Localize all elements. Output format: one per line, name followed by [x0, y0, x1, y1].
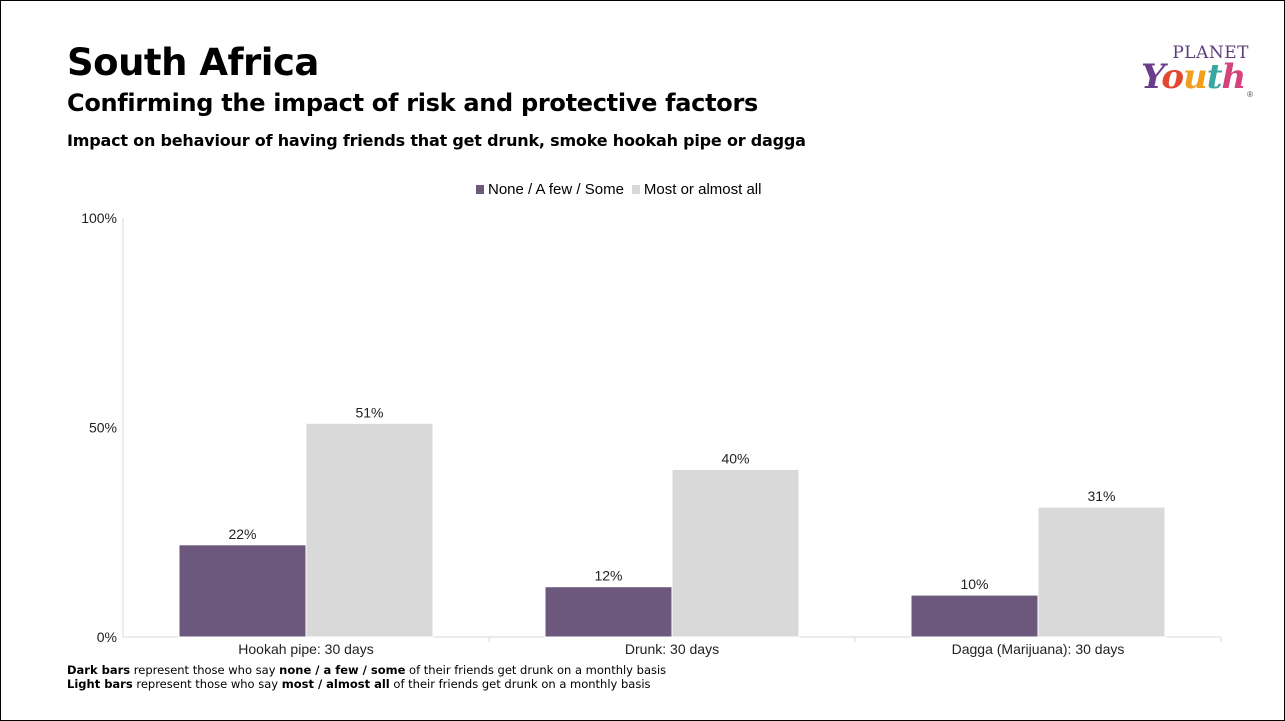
x-category-label: Hookah pipe: 30 days: [238, 641, 373, 657]
chart-plot-area: 0% 50% 100% 22% 51% Hookah pipe: 30 days 12% 40…: [81, 210, 1222, 657]
chart-legend: None / A few / Some Most or almost all: [476, 181, 769, 198]
chart-description: Impact on behaviour of having friends th…: [67, 131, 806, 150]
data-label: 10%: [960, 576, 988, 592]
y-tick-label: 100%: [81, 210, 117, 226]
page-title: South Africa: [67, 41, 319, 84]
bar-1-2: [1037, 506, 1166, 638]
footnote-dark-bold2: none / a few / some: [279, 663, 406, 677]
data-label: 31%: [1087, 488, 1115, 504]
logo-registered-mark: ®: [1247, 90, 1253, 99]
footnote-dark: Dark bars represent those who say none /…: [67, 663, 666, 677]
bar-0-2: [910, 594, 1039, 638]
footnote-dark-pre: represent those who say: [130, 663, 280, 677]
bar-0-1: [544, 586, 673, 638]
bar-1-0: [305, 422, 434, 638]
footnote-light-pre: represent those who say: [132, 677, 282, 691]
legend-label-series-0: None / A few / Some: [488, 181, 624, 198]
data-label: 22%: [228, 526, 256, 542]
data-label: 51%: [355, 404, 383, 420]
legend-swatch-light: [631, 185, 640, 194]
bar-1-1: [671, 468, 800, 638]
footnote-light: Light bars represent those who say most …: [67, 677, 651, 691]
footnote-dark-post: of their friends get drunk on a monthly …: [405, 663, 667, 677]
footnote-light-bold: Light bars: [67, 677, 133, 691]
legend-item-series-0: None / A few / Some: [476, 181, 624, 198]
legend-label-series-1: Most or almost all: [643, 181, 762, 198]
data-label: 40%: [721, 450, 749, 466]
footnote-light-bold2: most / almost all: [281, 677, 390, 691]
logo-top-text: PLANET: [1172, 43, 1249, 63]
legend-item-series-1: Most or almost all: [631, 181, 762, 198]
y-tick-label: 0%: [97, 629, 117, 645]
bar-0-0: [178, 544, 307, 638]
x-category-label: Dagga (Marijuana): 30 days: [952, 641, 1125, 657]
data-label: 12%: [594, 568, 622, 584]
footnote-light-post: of their friends get drunk on a monthly …: [389, 677, 651, 691]
footnote-dark-bold: Dark bars: [67, 663, 131, 677]
y-tick-label: 50%: [89, 420, 117, 436]
planet-youth-logo: PLANET Youth ®: [1141, 41, 1253, 107]
bar-chart: None / A few / Some Most or almost all 0…: [1, 171, 1285, 661]
legend-swatch-dark: [476, 185, 484, 194]
logo-bottom-text: Youth: [1141, 57, 1246, 97]
page-subtitle: Confirming the impact of risk and protec…: [67, 89, 758, 117]
x-category-label: Drunk: 30 days: [625, 641, 719, 657]
